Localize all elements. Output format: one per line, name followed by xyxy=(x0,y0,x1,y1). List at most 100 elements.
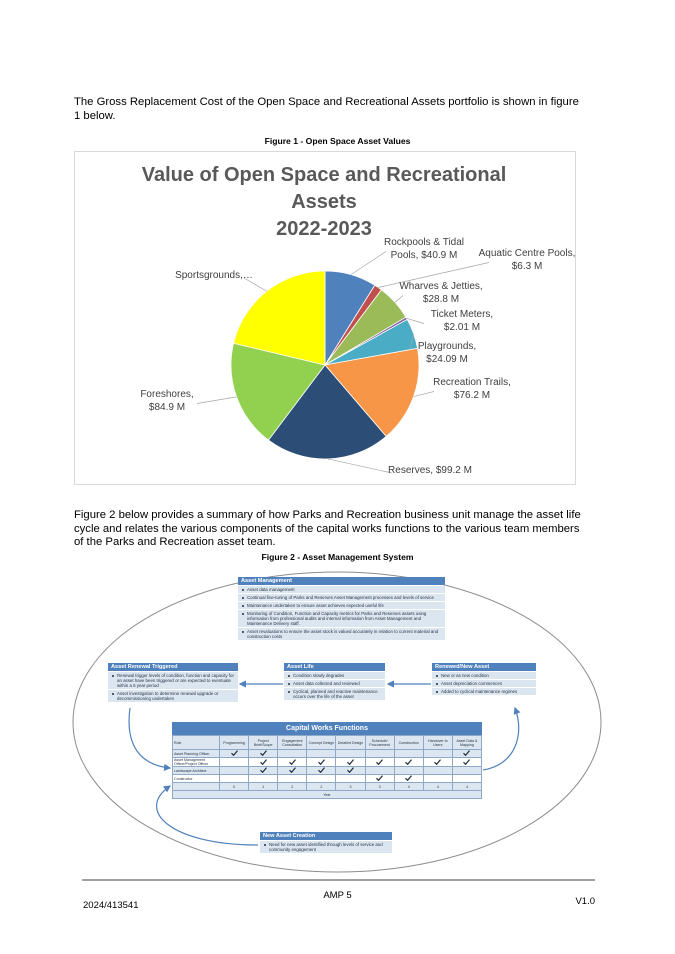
footer-center: AMP 5 xyxy=(323,890,352,901)
column-header: Detailed Design xyxy=(335,735,366,750)
data-label: $6.3 M xyxy=(512,261,543,272)
box-item: Maintenance undertaken to ensure asset a… xyxy=(238,602,445,609)
check-icon xyxy=(288,767,296,774)
check-mark xyxy=(288,767,296,774)
check-cell xyxy=(393,757,424,767)
box-item: Condition slowly degrades xyxy=(284,672,385,679)
box-item: Asset data collected and reviewed xyxy=(284,680,385,687)
leader-line xyxy=(196,396,237,404)
check-icon xyxy=(259,750,267,757)
data-label: Sportsgrounds,… xyxy=(175,270,253,281)
check-cell xyxy=(277,774,308,783)
column-header: Role xyxy=(172,735,220,750)
check-cell xyxy=(277,757,308,767)
chart-title: Assets xyxy=(291,191,357,213)
data-label: Foreshores, xyxy=(140,389,193,400)
leader-line xyxy=(394,295,404,303)
check-cell xyxy=(364,749,395,758)
box-item: Added to cyclical maintenance regimes xyxy=(432,688,536,695)
check-cell xyxy=(218,757,250,767)
table-row: Landscape Architect xyxy=(172,766,483,775)
check-mark xyxy=(259,750,267,757)
data-label: $76.2 M xyxy=(454,390,490,401)
check-cell xyxy=(218,774,250,783)
paragraph: The Gross Replacement Cost of the Open S… xyxy=(74,96,579,122)
box-item: Asset depreciation commences xyxy=(432,680,536,687)
capital-works-table: Capital Works Functions Role Programming Pr… xyxy=(172,722,483,799)
box-item: Asset data management xyxy=(238,586,445,593)
check-mark xyxy=(376,758,384,765)
figure-caption: Figure 1 - Open Space Asset Values xyxy=(264,136,411,146)
check-mark xyxy=(347,767,354,774)
column-header: Programming xyxy=(218,735,250,750)
check-cell xyxy=(335,757,366,767)
column-header: Asset Data & Mapping xyxy=(451,735,483,750)
check-icon xyxy=(463,750,471,757)
box-item: Monitoring of Condition, Function and Ca… xyxy=(238,610,445,627)
paragraph: Figure 2 below provides a summary of how… xyxy=(74,509,581,548)
footer-right: V1.0 xyxy=(575,896,595,907)
check-cell xyxy=(422,757,453,767)
data-label: Playgrounds, xyxy=(418,341,476,352)
check-icon xyxy=(376,775,384,782)
check-mark xyxy=(347,758,354,765)
check-icon xyxy=(376,758,384,765)
year-cell: 3 xyxy=(364,782,395,791)
data-label: $84.9 M xyxy=(149,402,185,413)
data-label: Wharves & Jetties, xyxy=(399,281,482,292)
check-cell xyxy=(248,757,279,767)
table: Role Programming Project Brief/Scope Engage… xyxy=(172,735,483,799)
check-cell xyxy=(451,757,483,767)
role-cell: Asset Management Officer/Project Officer xyxy=(172,757,220,767)
check-cell xyxy=(277,766,308,775)
data-label: Recreation Trails, xyxy=(433,377,511,388)
check-icon xyxy=(317,767,325,774)
check-icon xyxy=(230,750,238,757)
year-cell: 0 xyxy=(218,782,250,791)
check-mark xyxy=(376,775,384,782)
year-cell: 3 xyxy=(335,782,366,791)
check-cell xyxy=(393,749,424,758)
check-mark xyxy=(230,750,238,757)
info-box: Asset Management Asset data management Con… xyxy=(238,577,445,640)
check-cell xyxy=(306,757,337,767)
leader-line xyxy=(406,317,425,324)
check-cell xyxy=(451,749,483,758)
chart-title: 2022-2023 xyxy=(276,218,372,240)
column-header: Concept Design xyxy=(306,735,337,750)
check-icon xyxy=(405,758,413,765)
box-item: Cyclical, planned and reactive maintenan… xyxy=(284,688,385,700)
table-row: Constructor xyxy=(172,774,483,783)
check-cell xyxy=(277,749,308,758)
header-row: Role Programming Project Brief/Scope Engage… xyxy=(172,735,483,750)
data-label: $28.8 M xyxy=(423,294,459,305)
check-cell xyxy=(422,766,453,775)
data-label: Reserves, $99.2 M xyxy=(388,465,472,476)
info-box: Asset Renewal Triggered Renewal trigger l… xyxy=(108,663,238,702)
box-title: Asset Life xyxy=(284,663,385,671)
box-item: Asset revaluations to ensure the asset s… xyxy=(238,628,445,640)
check-cell xyxy=(248,749,279,758)
column-header: Project Brief/Scope xyxy=(248,735,279,750)
check-cell xyxy=(248,766,279,775)
cycle-ellipse xyxy=(72,571,602,873)
leader-line xyxy=(243,277,267,292)
role-cell: Landscape Architect xyxy=(172,766,220,775)
role-cell: Constructor xyxy=(172,774,220,783)
data-label: Pools, $40.9 M xyxy=(391,250,458,261)
footer-left: 2024/413541 xyxy=(83,900,139,911)
box-item: Asset investigation to determine renewal… xyxy=(108,690,238,702)
leader-line xyxy=(327,458,393,474)
check-mark xyxy=(405,775,413,782)
check-icon xyxy=(405,775,413,782)
year-label-row: Year xyxy=(172,790,482,799)
check-cell xyxy=(393,774,424,783)
box-item: Continual fine-tuning of Parks and Reser… xyxy=(238,594,445,601)
column-header: Construction xyxy=(393,735,424,750)
box-title: Renewed/New Asset xyxy=(432,663,536,671)
pie-slice xyxy=(267,364,387,460)
data-label: $24.09 M xyxy=(426,354,468,365)
